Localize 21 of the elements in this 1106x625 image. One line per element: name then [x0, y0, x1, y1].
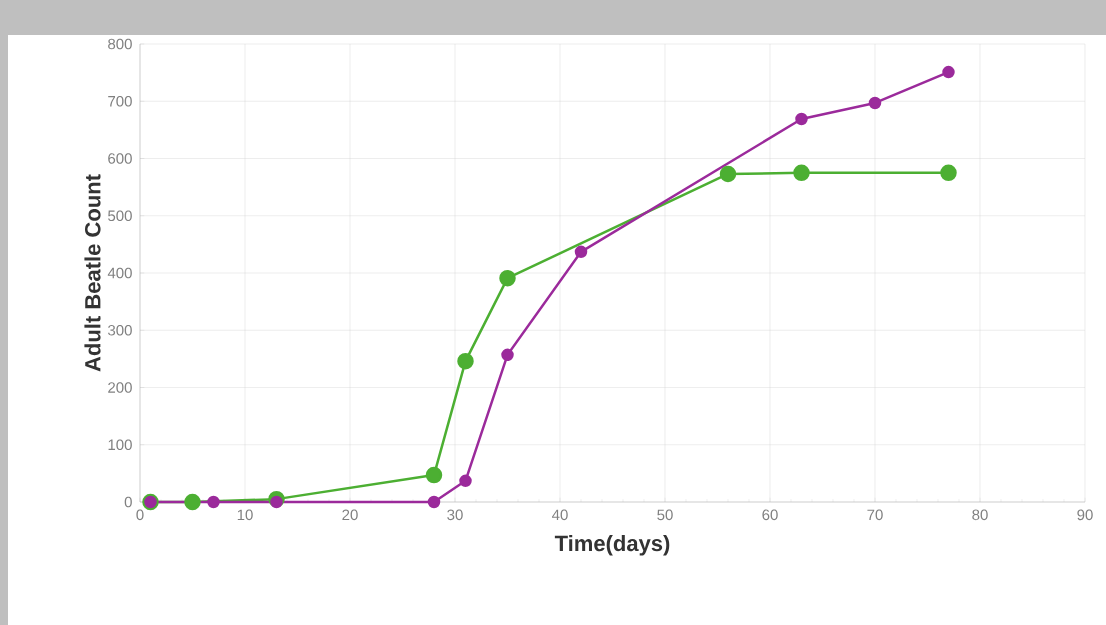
y-tick-label: 200 — [108, 382, 132, 393]
y-tick-label: 800 — [108, 38, 132, 50]
x-tick-label: 50 — [657, 509, 673, 521]
x-tick-label: 90 — [1077, 509, 1093, 521]
x-tick-label: 70 — [867, 509, 883, 521]
y-tick-label: 300 — [108, 324, 132, 336]
y-tick-label: 100 — [108, 439, 132, 451]
x-tick-label: 30 — [447, 509, 463, 521]
x-tick-label: 80 — [972, 509, 988, 521]
x-tick-label: 10 — [237, 509, 253, 521]
x-tick-label: 20 — [342, 509, 358, 521]
x-tick-label: 40 — [552, 509, 568, 521]
x-tick-label: 60 — [762, 509, 778, 521]
y-tick-label: 700 — [108, 95, 132, 107]
y-axis-title: Adult Beatle Count — [84, 174, 101, 372]
x-axis-title: Time(days) — [554, 535, 670, 556]
y-tick-label: 500 — [108, 210, 132, 222]
x-tick-label: 0 — [136, 509, 144, 521]
y-tick-label: 0 — [124, 496, 132, 508]
y-tick-label: 600 — [108, 153, 132, 164]
y-tick-label: 400 — [107, 267, 132, 279]
